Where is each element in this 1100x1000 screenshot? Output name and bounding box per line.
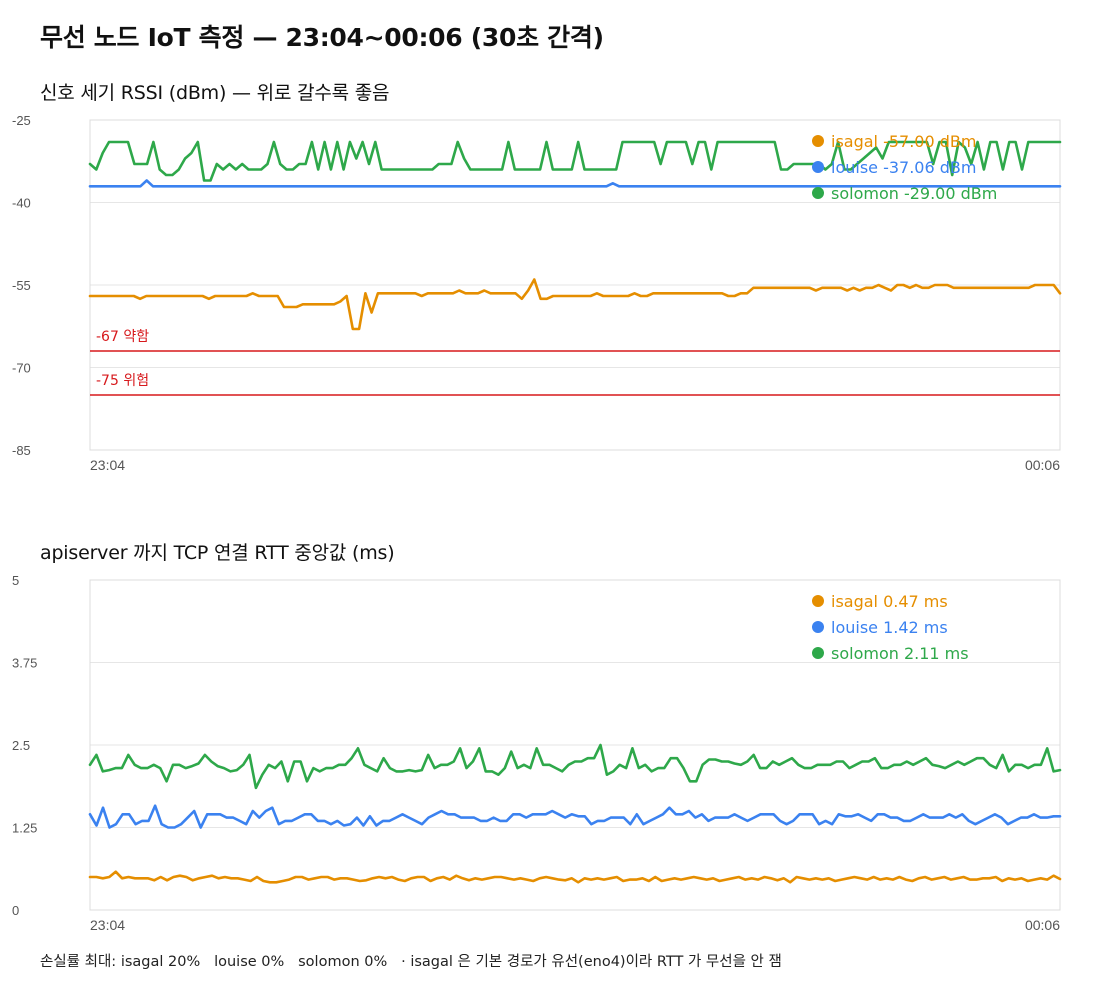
y-tick-label: 5	[12, 573, 19, 588]
page-title: 무선 노드 IoT 측정 — 23:04~00:06 (30초 간격)	[40, 23, 604, 52]
series-line-solomon	[88, 140, 1062, 182]
loss-value-isagal: 20%	[168, 954, 201, 970]
x-tick-label: 23:04	[90, 457, 125, 473]
legend-marker-solomon	[812, 187, 824, 199]
loss-node-solomon: solomon	[298, 954, 360, 970]
loss-label: 손실률 최대:	[40, 954, 117, 970]
threshold-label: -75 위험	[96, 373, 149, 389]
legend-marker-isagal	[812, 135, 824, 147]
footer-note-text: isagal 은 기본 경로가 유선(eno4)이라 RTT 가 무선을 안 잼	[410, 954, 782, 970]
legend-marker-solomon	[812, 647, 824, 659]
legend-label-solomon: solomon 2.11 ms	[831, 644, 969, 663]
rtt-chart-title: apiserver 까지 TCP 연결 RTT 중앙값 (ms)	[40, 542, 395, 564]
y-tick-label: -70	[12, 361, 31, 376]
legend-label-isagal: isagal -57.00 dBm	[831, 132, 976, 151]
legend-label-louise: louise 1.42 ms	[831, 618, 948, 637]
series-line-solomon	[88, 743, 1062, 790]
legend-label-louise: louise -37.06 dBm	[831, 158, 976, 177]
y-tick-label: -25	[12, 113, 31, 128]
legend-label-solomon: solomon -29.00 dBm	[831, 184, 997, 203]
series-line-louise	[88, 179, 1062, 188]
threshold-label: -67 약함	[96, 329, 149, 345]
x-tick-label: 00:06	[1025, 917, 1060, 933]
legend-marker-louise	[812, 161, 824, 173]
plot-frame	[89, 119, 1061, 451]
plot-frame	[89, 579, 1061, 911]
footer-note: 손실률 최대: isagal 20% louise 0% solomon 0% …	[40, 950, 782, 971]
x-tick-label: 23:04	[90, 917, 125, 933]
y-tick-label: 1.25	[12, 821, 37, 836]
rtt-chart: 5 3.75 2.5 1.25 0 23:04 00:06 isagal 0.47 ms lou…	[12, 573, 1062, 933]
series-line-isagal	[88, 870, 1062, 884]
y-tick-label: 2.5	[12, 738, 30, 753]
x-tick-label: 00:06	[1025, 457, 1060, 473]
loss-node-louise: louise	[214, 954, 257, 970]
footer-separator: ·	[401, 954, 406, 970]
y-tick-label: 0	[12, 903, 19, 918]
loss-value-solomon: 0%	[364, 954, 388, 970]
y-tick-label: -85	[12, 443, 31, 458]
y-tick-label: -55	[12, 278, 31, 293]
loss-node-isagal: isagal	[120, 954, 164, 970]
legend-label-isagal: isagal 0.47 ms	[831, 592, 948, 611]
rssi-chart: -25 -40 -55 -70 -85 23:04 00:06 -67 약함 -75 위험 isa…	[12, 113, 1062, 473]
loss-value-louise: 0%	[261, 954, 285, 970]
series-line-louise	[88, 804, 1062, 829]
legend-marker-isagal	[812, 595, 824, 607]
y-tick-label: 3.75	[12, 656, 37, 671]
legend-marker-louise	[812, 621, 824, 633]
y-tick-label: -40	[12, 196, 31, 211]
rssi-chart-title: 신호 세기 RSSI (dBm) — 위로 갈수록 좋음	[40, 82, 390, 104]
series-line-isagal	[88, 278, 1062, 331]
